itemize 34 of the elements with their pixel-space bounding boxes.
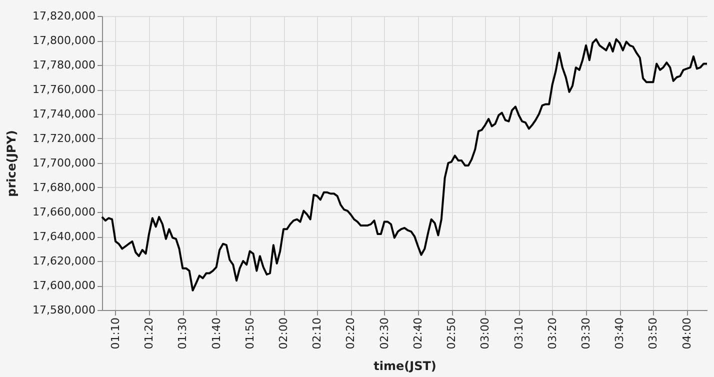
x-tick-label: 01:50 (243, 318, 256, 350)
x-tick-label: 01:10 (108, 318, 122, 350)
x-tick-label: 02:20 (344, 318, 358, 350)
x-axis-title: time(JST) (374, 359, 436, 374)
x-tick-label: 02:50 (445, 318, 458, 350)
x-tick-label: 01:30 (176, 318, 190, 350)
x-tick-label: 03:30 (580, 318, 592, 350)
y-tick-label: 17,760,000 (32, 83, 96, 96)
x-tick-label: 04:00 (680, 318, 694, 350)
y-tick-label: 17,580,000 (32, 304, 96, 316)
y-tick-label: 17,820,000 (32, 10, 96, 22)
y-tick-label: 17,660,000 (32, 206, 96, 218)
y-axis-title: price(JPY) (4, 130, 19, 197)
x-tick-label: 01:40 (210, 318, 223, 350)
y-tick-label: 17,680,000 (32, 181, 96, 194)
x-tick-label: 03:50 (646, 318, 660, 350)
x-tick-label: 01:20 (142, 318, 156, 350)
y-tick-label: 17,800,000 (32, 34, 96, 47)
x-tick-label: 03:20 (546, 318, 559, 350)
x-tick-label: 02:30 (378, 318, 391, 350)
x-tick-label: 02:40 (411, 318, 424, 350)
x-tick-label: 03:00 (478, 318, 492, 350)
y-tick-label: 17,720,000 (32, 132, 96, 145)
y-tick-label: 17,740,000 (32, 108, 96, 120)
line-series (101, 38, 708, 292)
x-tick-label: 02:10 (310, 318, 324, 350)
y-tick-label: 17,600,000 (32, 279, 96, 292)
x-tick-label: 03:10 (512, 318, 526, 350)
x-tick-label: 03:40 (613, 318, 626, 350)
y-tick-label: 17,640,000 (32, 230, 96, 243)
y-tick-label: 17,700,000 (32, 156, 96, 170)
x-tick-label: 02:00 (277, 318, 290, 350)
y-tick-label: 17,780,000 (32, 58, 96, 72)
y-tick-label: 17,620,000 (32, 254, 96, 268)
